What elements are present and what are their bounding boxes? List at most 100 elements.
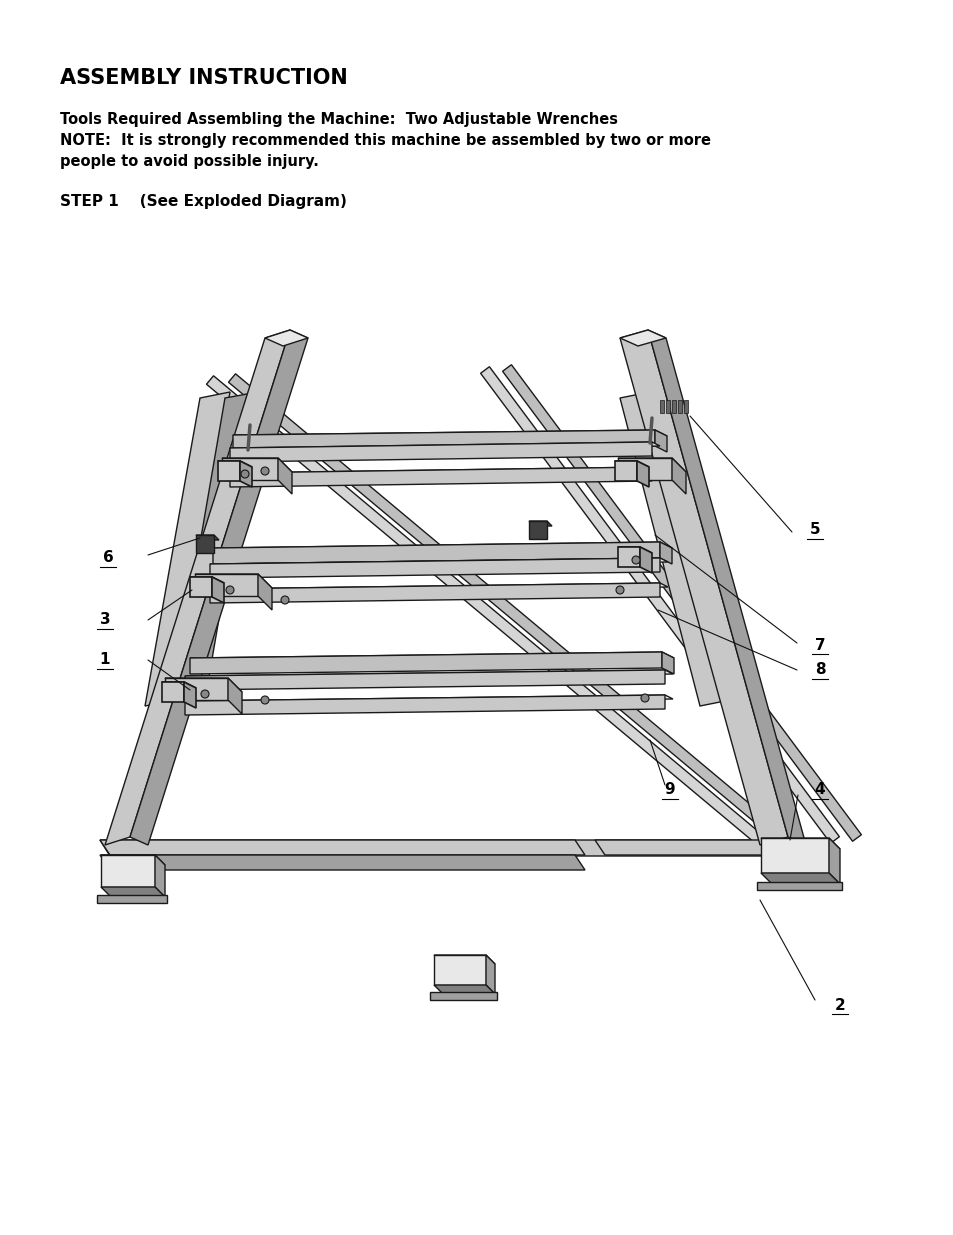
- Polygon shape: [213, 542, 659, 564]
- Polygon shape: [529, 521, 546, 538]
- Text: STEP 1    (See Exploded Diagram): STEP 1 (See Exploded Diagram): [60, 194, 347, 209]
- Text: people to avoid possible injury.: people to avoid possible injury.: [60, 154, 318, 169]
- Circle shape: [201, 690, 209, 698]
- Polygon shape: [485, 955, 495, 994]
- Polygon shape: [240, 461, 252, 487]
- Polygon shape: [162, 682, 184, 701]
- Polygon shape: [265, 330, 308, 346]
- Polygon shape: [760, 839, 840, 848]
- Polygon shape: [661, 652, 673, 674]
- Polygon shape: [190, 577, 224, 583]
- Polygon shape: [434, 986, 495, 994]
- Polygon shape: [434, 955, 495, 965]
- Polygon shape: [228, 374, 784, 842]
- Polygon shape: [618, 458, 671, 480]
- Polygon shape: [105, 330, 290, 845]
- Polygon shape: [97, 895, 167, 903]
- Polygon shape: [619, 330, 665, 346]
- Polygon shape: [257, 574, 272, 610]
- Polygon shape: [162, 682, 195, 688]
- Polygon shape: [639, 547, 651, 573]
- Polygon shape: [615, 461, 637, 480]
- Polygon shape: [230, 442, 659, 452]
- Polygon shape: [213, 542, 671, 555]
- Polygon shape: [185, 695, 672, 705]
- Polygon shape: [230, 467, 651, 487]
- Polygon shape: [671, 458, 685, 494]
- Polygon shape: [233, 430, 666, 441]
- Polygon shape: [195, 535, 213, 553]
- Polygon shape: [659, 542, 671, 564]
- Polygon shape: [145, 391, 230, 706]
- Text: NOTE:  It is strongly recommended this machine be assembled by two or more: NOTE: It is strongly recommended this ma…: [60, 133, 710, 148]
- Polygon shape: [185, 671, 664, 690]
- Polygon shape: [190, 652, 673, 664]
- Polygon shape: [210, 583, 659, 603]
- Polygon shape: [615, 461, 648, 467]
- Polygon shape: [659, 400, 663, 412]
- Text: 7: 7: [814, 637, 824, 652]
- Polygon shape: [210, 583, 667, 593]
- Polygon shape: [184, 682, 195, 708]
- Text: 6: 6: [103, 551, 113, 566]
- Polygon shape: [185, 671, 672, 680]
- Polygon shape: [655, 430, 666, 452]
- Polygon shape: [218, 461, 240, 480]
- Polygon shape: [210, 558, 659, 578]
- Text: 2: 2: [834, 998, 844, 1013]
- Polygon shape: [218, 461, 252, 467]
- Polygon shape: [206, 375, 762, 845]
- Polygon shape: [647, 330, 805, 845]
- Text: ASSEMBLY INSTRUCTION: ASSEMBLY INSTRUCTION: [60, 68, 348, 88]
- Polygon shape: [172, 391, 257, 706]
- Polygon shape: [502, 364, 861, 841]
- Polygon shape: [619, 330, 787, 845]
- Text: 1: 1: [100, 652, 111, 667]
- Text: 3: 3: [99, 613, 111, 627]
- Polygon shape: [228, 678, 242, 714]
- Polygon shape: [233, 430, 655, 451]
- Text: 8: 8: [814, 662, 824, 678]
- Polygon shape: [195, 535, 219, 540]
- Polygon shape: [230, 467, 659, 477]
- Circle shape: [640, 694, 648, 701]
- Polygon shape: [637, 461, 648, 487]
- Polygon shape: [619, 391, 729, 706]
- Polygon shape: [760, 839, 828, 873]
- Polygon shape: [618, 547, 639, 567]
- Polygon shape: [212, 577, 224, 603]
- Circle shape: [261, 467, 269, 475]
- Polygon shape: [828, 839, 840, 884]
- Polygon shape: [595, 840, 829, 855]
- Polygon shape: [480, 367, 839, 844]
- Polygon shape: [190, 652, 661, 674]
- Polygon shape: [101, 855, 165, 864]
- Circle shape: [616, 585, 623, 594]
- Polygon shape: [222, 458, 277, 480]
- Polygon shape: [230, 442, 651, 462]
- Polygon shape: [100, 855, 584, 869]
- Polygon shape: [277, 458, 292, 494]
- Circle shape: [631, 556, 639, 564]
- Circle shape: [241, 471, 249, 478]
- Polygon shape: [194, 574, 257, 597]
- Polygon shape: [100, 840, 584, 855]
- Polygon shape: [222, 458, 292, 472]
- Circle shape: [281, 597, 289, 604]
- Text: Tools Required Assembling the Machine:  Two Adjustable Wrenches: Tools Required Assembling the Machine: T…: [60, 112, 618, 127]
- Polygon shape: [185, 695, 664, 715]
- Polygon shape: [683, 400, 687, 412]
- Polygon shape: [165, 678, 228, 700]
- Text: 5: 5: [809, 522, 820, 537]
- Circle shape: [226, 585, 233, 594]
- Circle shape: [261, 697, 269, 704]
- Polygon shape: [618, 458, 685, 472]
- Polygon shape: [101, 887, 165, 897]
- Polygon shape: [434, 955, 485, 986]
- Polygon shape: [100, 840, 829, 856]
- Polygon shape: [210, 558, 667, 568]
- Polygon shape: [529, 521, 552, 526]
- Text: 9: 9: [664, 783, 675, 798]
- Polygon shape: [678, 400, 681, 412]
- Polygon shape: [760, 873, 840, 884]
